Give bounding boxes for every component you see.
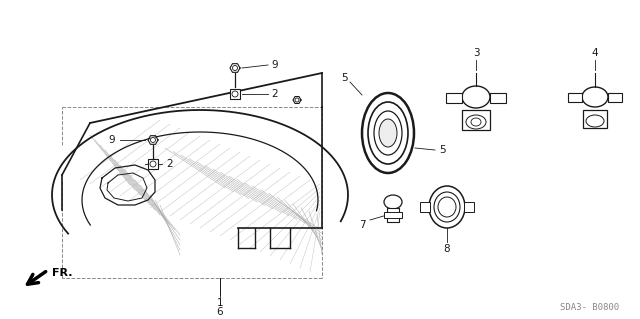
Ellipse shape [582, 87, 608, 107]
Text: 9: 9 [109, 135, 115, 145]
Text: 2: 2 [272, 89, 278, 99]
Bar [464, 202, 474, 212]
Text: 4: 4 [592, 48, 598, 58]
Ellipse shape [379, 119, 397, 147]
Text: FR.: FR. [52, 268, 72, 278]
Bar [230, 89, 240, 99]
Bar [420, 202, 430, 212]
Text: 1: 1 [217, 298, 223, 308]
Circle shape [232, 91, 238, 97]
Text: 2: 2 [166, 159, 173, 169]
Bar [148, 159, 158, 169]
Circle shape [150, 137, 156, 143]
Circle shape [150, 161, 156, 167]
Circle shape [232, 65, 237, 70]
Bar [490, 93, 506, 103]
Text: 3: 3 [473, 48, 479, 58]
Ellipse shape [429, 186, 465, 228]
Ellipse shape [384, 195, 402, 209]
Bar [384, 212, 402, 218]
Text: 5: 5 [440, 145, 446, 155]
Circle shape [295, 98, 299, 102]
Ellipse shape [368, 102, 408, 164]
Text: SDA3- B0800: SDA3- B0800 [561, 303, 620, 313]
Ellipse shape [466, 115, 486, 129]
Ellipse shape [462, 86, 490, 108]
Ellipse shape [438, 197, 456, 217]
Text: 9: 9 [272, 60, 278, 70]
Bar [583, 110, 607, 128]
Bar [608, 93, 622, 102]
Bar [568, 93, 582, 102]
Bar [446, 93, 462, 103]
Bar [462, 110, 490, 130]
Ellipse shape [586, 115, 604, 127]
Text: 8: 8 [444, 244, 451, 254]
Ellipse shape [471, 118, 481, 126]
Ellipse shape [374, 111, 402, 155]
Text: 5: 5 [342, 73, 348, 83]
Text: 6: 6 [217, 307, 223, 317]
Bar [387, 208, 399, 222]
Ellipse shape [434, 192, 460, 222]
Ellipse shape [362, 93, 414, 173]
Text: 7: 7 [358, 220, 365, 230]
